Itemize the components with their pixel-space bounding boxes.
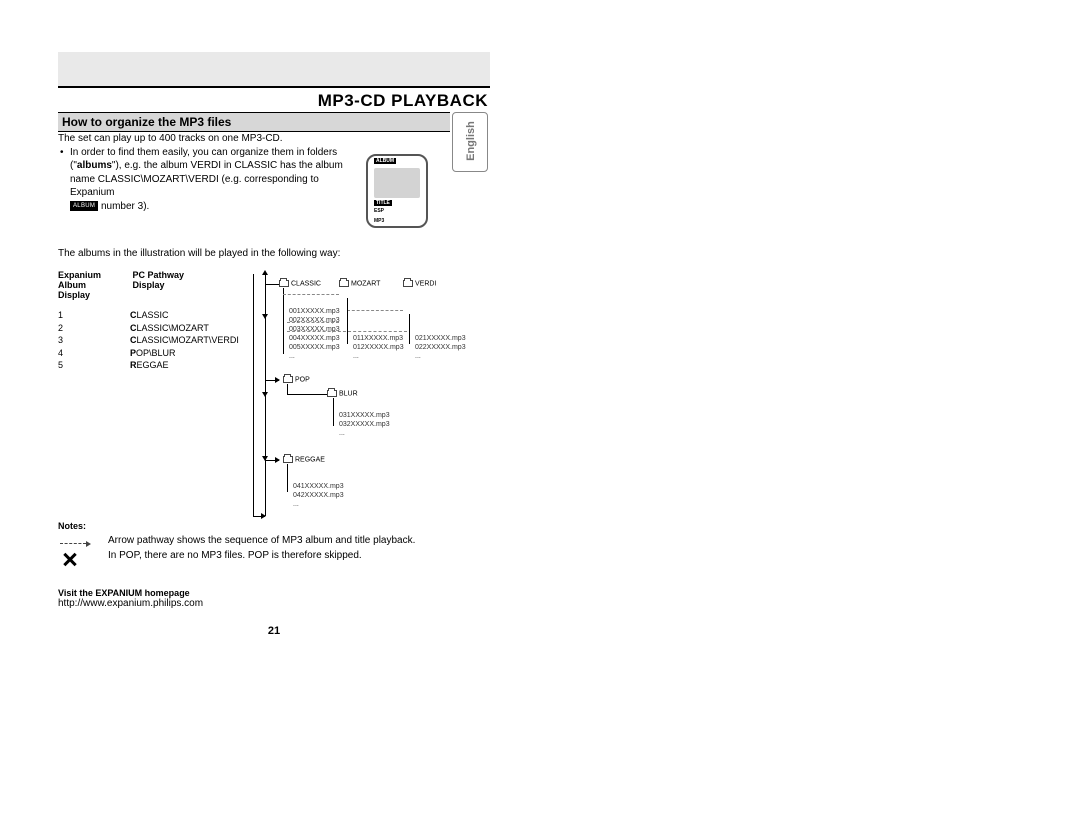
table-header: Expanium Album Display PC Pathway Displa… — [58, 270, 263, 300]
notes-header: Notes: — [58, 521, 478, 531]
arrow-right-icon — [275, 457, 280, 463]
folder-icon — [339, 280, 349, 287]
intro-bullet-p3: number 3). — [101, 201, 149, 212]
arrow-up-icon — [262, 270, 268, 275]
file-label: 005XXXXX.mp3 — [289, 344, 340, 351]
arrow-right-icon — [261, 513, 266, 519]
file-label: 031XXXXX.mp3 — [339, 412, 390, 419]
file-label: 004XXXXX.mp3 — [289, 335, 340, 342]
notes-section: Notes: Arrow pathway shows the sequence … — [58, 521, 478, 569]
device-screen — [374, 168, 420, 198]
row5-n: 5 — [58, 359, 130, 372]
arrow-down-icon — [262, 392, 268, 397]
language-tab: English — [452, 112, 488, 172]
folder-blur: BLUR — [327, 390, 358, 397]
intro-bullet: In order to find them easily, you can or… — [58, 146, 358, 214]
file-label: 012XXXXX.mp3 — [353, 344, 404, 351]
file-label: 032XXXXX.mp3 — [339, 421, 390, 428]
row4-r: OP\BLUR — [136, 348, 176, 358]
folder-classic-label: CLASSIC — [291, 280, 321, 287]
tree-dash — [287, 331, 407, 332]
table-body: 1CLASSIC 2CLASSIC\MOZART 3CLASSIC\MOZART… — [58, 309, 260, 372]
folder-verdi-label: VERDI — [415, 280, 436, 287]
followup-text: The albums in the illustration will be p… — [58, 248, 340, 259]
folder-tree-diagram: CLASSIC MOZART VERDI 001XXXXX.mp3 002XXX… — [265, 280, 485, 520]
page-title: MP3-CD PLAYBACK — [58, 86, 490, 113]
row5-r: EGGAE — [137, 360, 169, 370]
device-esp-label: ESP — [374, 208, 384, 214]
device-album-label: ALBUM — [374, 158, 396, 164]
tree-branch — [287, 464, 288, 492]
header-grey-block — [58, 52, 490, 86]
folder-classic: CLASSIC — [279, 280, 321, 287]
file-ellipsis: ... — [289, 353, 295, 360]
folder-icon — [283, 456, 293, 463]
tree-branch — [347, 298, 348, 344]
album-badge-icon: ALBUM — [70, 201, 98, 211]
intro-text: The set can play up to 400 tracks on one… — [58, 132, 358, 213]
tree-branch — [283, 288, 284, 354]
dash-arrow-icon — [58, 535, 108, 546]
tree-branch — [333, 398, 334, 426]
file-ellipsis: ... — [353, 353, 359, 360]
folder-reggae: REGGAE — [283, 456, 325, 463]
tree-dash — [283, 294, 339, 295]
note-2: In POP, there are no MP3 files. POP is t… — [108, 550, 362, 561]
folder-mozart: MOZART — [339, 280, 380, 287]
visit-url: http://www.expanium.philips.com — [58, 598, 203, 609]
file-ellipsis: ... — [293, 501, 299, 508]
file-label: 042XXXXX.mp3 — [293, 492, 344, 499]
row2-r: LASSIC\MOZART — [137, 323, 209, 333]
folder-icon — [403, 280, 413, 287]
th-display: Display — [58, 290, 90, 300]
tree-branch — [287, 394, 327, 395]
tree-dash — [287, 322, 339, 323]
visit-section: Visit the EXPANIUM homepage http://www.e… — [58, 588, 203, 609]
folder-verdi: VERDI — [403, 280, 436, 287]
device-illustration: ALBUM TITLE ESP MP3 — [366, 154, 428, 228]
x-icon — [58, 550, 108, 569]
note-1: Arrow pathway shows the sequence of MP3 … — [108, 535, 415, 546]
tree-branch — [287, 384, 288, 394]
tree-branch — [409, 314, 410, 344]
intro-line1: The set can play up to 400 tracks on one… — [58, 132, 358, 146]
folder-pop-label: POP — [295, 376, 310, 383]
file-label: 022XXXXX.mp3 — [415, 344, 466, 351]
file-ellipsis: ... — [339, 430, 345, 437]
row3-r: LASSIC\MOZART\VERDI — [137, 335, 239, 345]
file-ellipsis: ... — [415, 353, 421, 360]
page-number: 21 — [58, 625, 490, 637]
file-label: 001XXXXX.mp3 — [289, 308, 340, 315]
file-label: 041XXXXX.mp3 — [293, 483, 344, 490]
language-label: English — [465, 119, 477, 163]
row3-n: 3 — [58, 334, 130, 347]
intro-bullet-bold: albums — [77, 160, 112, 171]
folder-blur-label: BLUR — [339, 390, 358, 397]
th-album: Album — [58, 280, 86, 290]
section-subtitle: How to organize the MP3 files — [58, 112, 450, 132]
folder-pop: POP — [283, 376, 310, 383]
folder-mozart-label: MOZART — [351, 280, 380, 287]
file-label: 021XXXXX.mp3 — [415, 335, 466, 342]
row2-n: 2 — [58, 322, 130, 335]
tree-dash — [347, 310, 403, 311]
tree-branch — [265, 284, 279, 285]
row1-r: LASSIC — [137, 310, 169, 320]
folder-icon — [327, 390, 337, 397]
folder-reggae-label: REGGAE — [295, 456, 325, 463]
row4-n: 4 — [58, 347, 130, 360]
device-mp3-label: MP3 — [374, 218, 384, 224]
folder-icon — [279, 280, 289, 287]
tree-return-line — [253, 274, 254, 516]
folder-crossed-icon — [283, 376, 293, 383]
th-display2: Display — [133, 280, 165, 290]
th-expanium: Expanium — [58, 270, 101, 280]
row1-n: 1 — [58, 309, 130, 322]
visit-header: Visit the EXPANIUM homepage — [58, 588, 203, 598]
device-title-label: TITLE — [374, 200, 392, 206]
arrow-right-icon — [275, 377, 280, 383]
arrow-down-icon — [262, 314, 268, 319]
th-pcpathway: PC Pathway — [133, 270, 185, 280]
file-label: 011XXXXX.mp3 — [353, 335, 403, 342]
